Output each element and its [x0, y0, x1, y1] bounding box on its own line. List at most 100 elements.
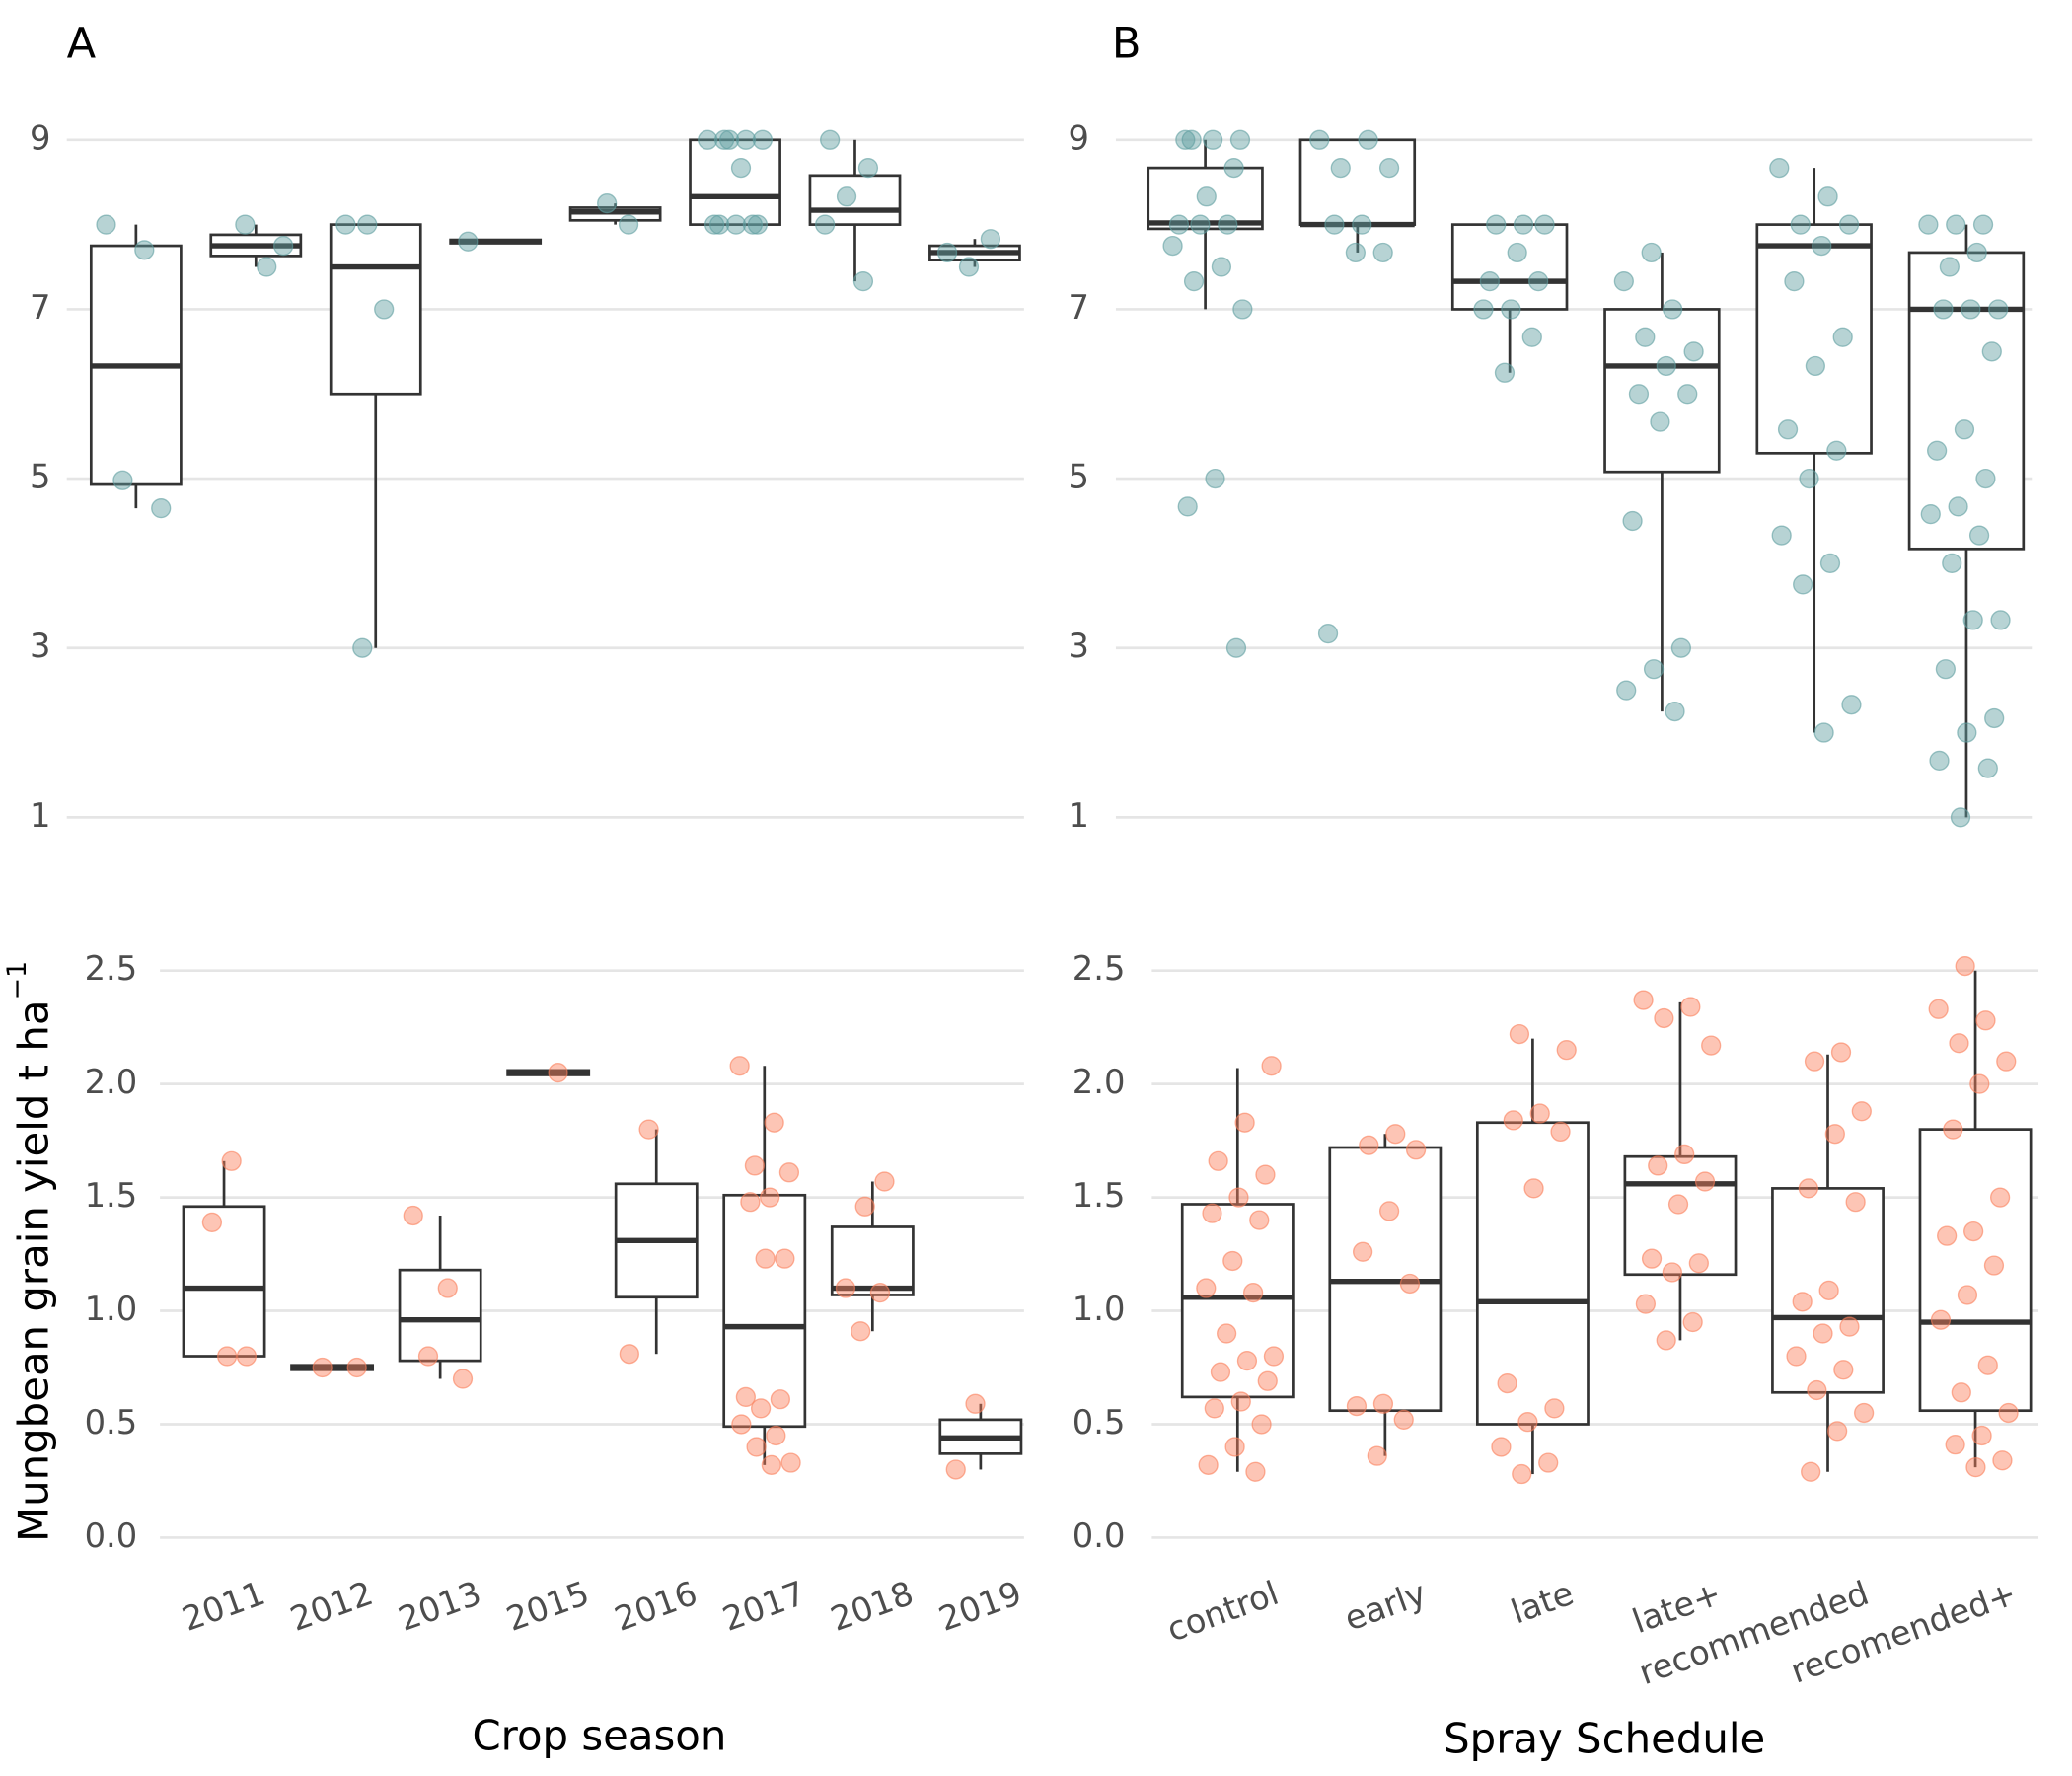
data-point: [1833, 1360, 1854, 1380]
data-point: [755, 1248, 776, 1269]
data-point: [1367, 1445, 1387, 1466]
x-tick-label: 2018: [826, 1574, 919, 1639]
data-point: [1807, 1379, 1827, 1401]
data-point: [936, 242, 958, 263]
data-point: [1950, 807, 1971, 828]
data-point: [735, 129, 757, 150]
data-point: [1210, 1362, 1231, 1382]
data-point: [1556, 1040, 1577, 1061]
data-point: [1832, 327, 1853, 347]
data-point: [820, 129, 841, 150]
box: [182, 1205, 266, 1358]
data-point: [1229, 129, 1251, 150]
data-point: [1793, 574, 1813, 595]
data-point: [1694, 1171, 1716, 1192]
data-point: [1851, 1101, 1872, 1122]
data-point: [1943, 1119, 1963, 1140]
y-tick-label: 1.0: [85, 1290, 138, 1328]
y-tick-label: 5: [1069, 458, 1089, 496]
data-point: [980, 229, 1001, 250]
data-point: [1798, 1178, 1818, 1199]
data-point: [766, 1425, 786, 1446]
data-point: [352, 637, 373, 658]
x-tick-label: 2016: [610, 1574, 703, 1639]
data-point: [1205, 468, 1225, 489]
data-point: [1628, 384, 1650, 405]
data-point: [1217, 1323, 1237, 1344]
data-point: [1945, 1435, 1965, 1455]
data-point: [1656, 1330, 1676, 1351]
data-point: [1208, 1150, 1228, 1171]
data-point: [1230, 1391, 1251, 1412]
data-point: [1538, 1452, 1559, 1473]
data-point: [1517, 1412, 1538, 1433]
data-point: [1479, 270, 1500, 292]
data-point: [1372, 242, 1393, 263]
data-point: [1643, 659, 1665, 680]
y-tick-label: 1.5: [85, 1176, 138, 1215]
data-point: [1688, 1253, 1709, 1274]
data-point: [1257, 1370, 1278, 1391]
data-point: [747, 214, 769, 235]
data-point: [1224, 1437, 1245, 1457]
data-point: [1330, 157, 1351, 179]
data-point: [1242, 1283, 1264, 1303]
data-point: [1972, 214, 1994, 235]
data-point: [1813, 722, 1834, 743]
y-tick-label: 3: [30, 627, 50, 665]
data-point: [761, 1454, 781, 1475]
data-point: [1529, 1103, 1550, 1124]
data-point: [744, 1155, 766, 1176]
data-point: [750, 1398, 772, 1419]
y-tick-label: 9: [1069, 118, 1089, 157]
y-tick-label: 9: [30, 118, 50, 157]
box: [329, 223, 422, 396]
data-point: [1372, 1393, 1394, 1414]
data-point: [1975, 468, 1996, 489]
data-point: [1345, 242, 1366, 263]
y-tick-label: 0.5: [1073, 1403, 1126, 1442]
data-point: [1786, 1346, 1807, 1367]
data-point: [1309, 129, 1330, 150]
data-point: [1928, 999, 1949, 1019]
data-point: [1990, 610, 2011, 630]
data-point: [1317, 624, 1339, 644]
data-point: [1648, 1155, 1668, 1176]
data-point: [1790, 214, 1811, 235]
x-tick-label: 2019: [933, 1574, 1026, 1639]
data-point: [1988, 299, 2009, 320]
data-point: [965, 1393, 986, 1414]
data-point: [1946, 214, 1966, 235]
data-point: [96, 214, 116, 235]
data-point: [836, 186, 857, 207]
data-point: [1196, 1278, 1217, 1298]
box: [1755, 223, 1873, 455]
panel-label: B: [1112, 20, 1142, 69]
data-point: [1223, 157, 1244, 179]
data-point: [1491, 1437, 1512, 1457]
data-point: [1232, 299, 1253, 320]
data-point: [335, 214, 356, 235]
data-point: [775, 1248, 795, 1269]
y-tick-label: 1.5: [1073, 1176, 1126, 1215]
data-point: [1550, 1121, 1571, 1143]
data-point: [437, 1278, 458, 1298]
data-point: [1656, 355, 1676, 377]
data-point: [852, 270, 874, 292]
data-point: [1817, 186, 1838, 207]
data-point: [1667, 1194, 1689, 1215]
x-tick-label: 2017: [717, 1574, 810, 1639]
data-point: [1670, 637, 1692, 658]
box: [830, 1225, 915, 1296]
data-point: [1957, 1285, 1978, 1305]
data-point: [1211, 257, 1232, 277]
data-point: [1949, 1033, 1969, 1054]
data-point: [1965, 1457, 1986, 1478]
data-point: [1228, 1187, 1249, 1208]
data-point: [1948, 496, 1968, 517]
data-point: [201, 1212, 223, 1233]
data-point: [1845, 1192, 1866, 1213]
data-point: [1494, 362, 1516, 383]
data-point: [1378, 1201, 1400, 1221]
y-tick-label: 2.0: [85, 1063, 138, 1101]
